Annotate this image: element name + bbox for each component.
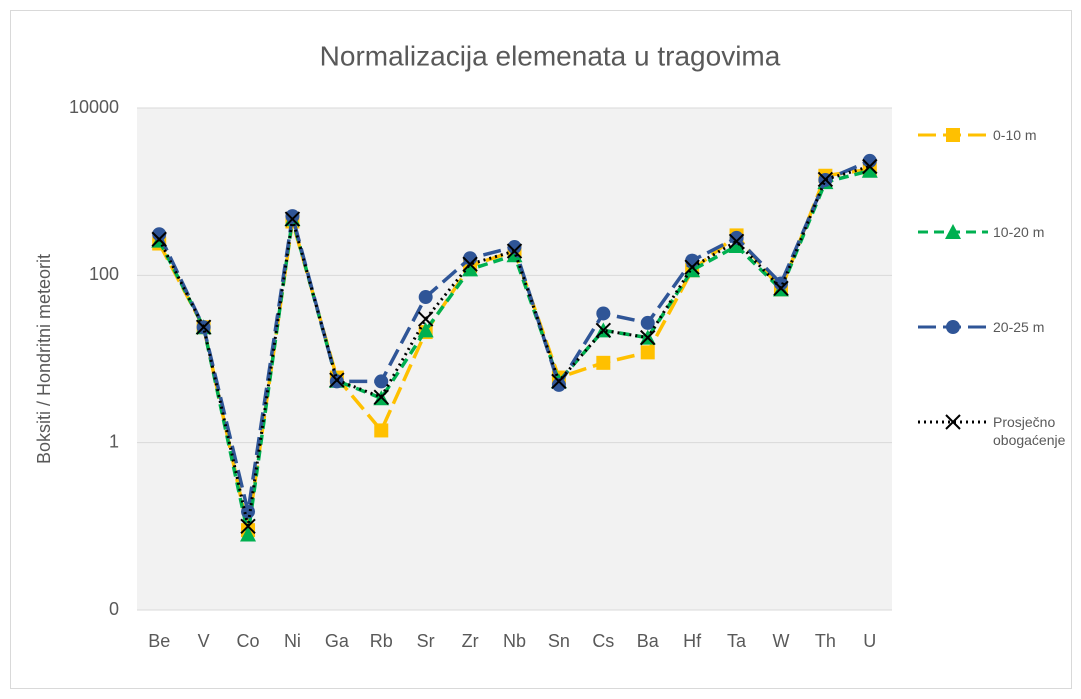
x-tick-label: Nb xyxy=(503,631,526,651)
x-tick-label: U xyxy=(863,631,876,651)
marker xyxy=(506,243,523,259)
x-tick-label: Cs xyxy=(592,631,614,651)
x-tick-label: Rb xyxy=(370,631,393,651)
marker xyxy=(418,290,433,305)
marker xyxy=(329,372,345,388)
y-axis-label: Boksiti / Hondritni meteorit xyxy=(34,254,54,464)
marker xyxy=(374,423,389,438)
y-tick-label: 0 xyxy=(109,599,119,619)
x-tick-label: Ni xyxy=(284,631,301,651)
marker xyxy=(506,247,523,263)
x-tick-label: Sr xyxy=(417,631,435,651)
marker xyxy=(946,128,960,142)
marker xyxy=(417,311,434,327)
chart-title: Normalizacija elemenata u tragovima xyxy=(320,40,781,71)
x-tick-label: Be xyxy=(148,631,170,651)
marker xyxy=(728,233,745,250)
series-line xyxy=(157,165,871,528)
marker xyxy=(241,504,256,519)
marker xyxy=(595,322,612,339)
marker xyxy=(240,526,257,542)
x-tick-label: Th xyxy=(815,631,836,651)
legend-label: 0-10 m xyxy=(993,127,1037,143)
x-tick-label: V xyxy=(198,631,210,651)
marker xyxy=(862,153,877,168)
y-tick-label: 10000 xyxy=(69,97,119,117)
marker xyxy=(373,389,389,405)
marker xyxy=(817,171,834,188)
marker xyxy=(684,262,701,278)
marker xyxy=(640,329,656,346)
x-tick-label: Ga xyxy=(325,631,350,651)
marker xyxy=(773,276,788,291)
legend-label: Prosječno obogaćenje xyxy=(993,414,1066,448)
x-tick-label: Sn xyxy=(548,631,570,651)
plot-area xyxy=(137,108,892,610)
marker xyxy=(507,240,522,255)
marker xyxy=(240,518,256,535)
y-tick-label: 100 xyxy=(89,264,119,284)
marker xyxy=(374,374,389,389)
marker xyxy=(596,355,611,370)
marker xyxy=(551,377,566,392)
x-tick-label: Co xyxy=(237,631,260,651)
marker xyxy=(152,227,167,242)
marker xyxy=(462,256,478,272)
y-tick-label: 1 xyxy=(109,431,119,451)
marker xyxy=(284,211,301,227)
marker xyxy=(462,261,479,277)
marker xyxy=(285,209,300,224)
marker xyxy=(417,322,434,338)
marker xyxy=(640,315,655,330)
marker xyxy=(862,158,878,175)
marker xyxy=(946,320,960,334)
marker xyxy=(640,345,655,360)
legend-label: 20-25 m xyxy=(993,319,1045,335)
legend-label: 10-20 m xyxy=(993,224,1045,240)
marker xyxy=(195,319,212,335)
marker xyxy=(151,231,167,247)
x-tick-label: Zr xyxy=(462,631,479,651)
x-tick-label: Hf xyxy=(683,631,702,651)
marker xyxy=(945,224,961,239)
x-tick-label: W xyxy=(772,631,789,651)
marker xyxy=(728,238,745,254)
marker xyxy=(729,230,744,245)
marker xyxy=(945,414,961,430)
marker xyxy=(551,373,567,390)
marker xyxy=(773,280,789,297)
marker xyxy=(861,162,878,178)
x-tick-label: Ba xyxy=(637,631,660,651)
marker xyxy=(684,259,700,275)
x-tick-label: Ta xyxy=(727,631,747,651)
marker xyxy=(596,306,611,321)
